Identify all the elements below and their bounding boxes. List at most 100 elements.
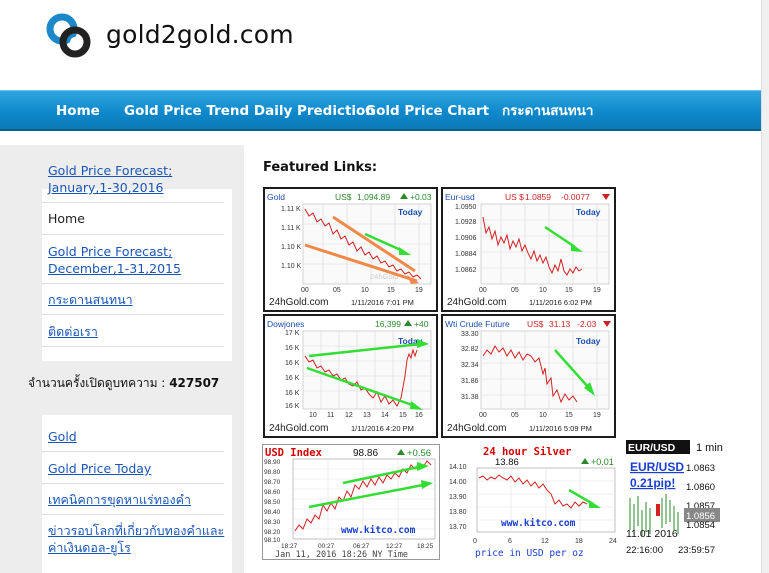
usdindex-xtick: 06:27 [353,543,370,550]
sidebar-link-gold-price-today[interactable]: Gold Price Today [48,461,152,476]
eurusd-date: 1/11/2016 6:02 PM [529,298,592,307]
fx-header: EUR/USD [628,442,676,454]
dow-xtick: 12 [345,412,353,419]
gold-ytick: 1.10 K [281,263,302,270]
oil-date: 1/11/2016 5:09 PM [529,424,592,433]
eurusd-currency: US $ [505,192,524,202]
eurusd-change: -0.0077 [561,192,590,202]
usdindex-xtick: 00:27 [318,543,335,550]
gold2gold-logo-icon[interactable] [45,12,95,62]
gold-up-arrow-icon [400,193,408,199]
view-counter-value: 427507 [169,376,220,390]
gold-watermark: 24hGold [370,272,398,281]
sidebar-link-gold[interactable]: Gold [48,429,77,444]
silver-change: +0.01 [591,457,614,467]
oil-currency: US$ [527,319,544,329]
sidebar-menu-box [42,189,232,361]
dow-up-arrow-icon [404,320,412,326]
oil-xtick: 05 [511,412,519,419]
sidebar-link-contact[interactable]: ติดต่อเรา [48,324,98,339]
sidebar-link-world-news[interactable]: ข่าวรอบโลกที่เกี่ยวกับทองคำและค่าเงินดอล… [48,523,225,555]
silver-chart-widget[interactable]: 24 hour Silver 13.86 +0.01 14.10 14.00 1… [443,444,621,570]
usdindex-site[interactable]: www.kitco.com [341,525,416,536]
gold-ytick: 1.11 K [281,225,301,232]
dow-price-line [304,348,418,407]
eurusd-xtick: 05 [511,287,519,294]
fx-header-bar [626,440,690,454]
gold-price-line [304,208,422,280]
nav-gold-price-trend[interactable]: Gold Price Trend Daily Prediction [124,103,375,119]
sidebar-link-forum[interactable]: กระดานสนทนา [48,292,133,307]
sidebar-link-home[interactable]: Home [48,211,85,226]
fx-pair-link[interactable]: EUR/USD [630,460,684,474]
sidebar-divider [42,202,224,203]
oil-ytick: 31.38 [461,394,479,401]
nav-home[interactable]: Home [56,103,100,119]
sidebar-link-gold-mining[interactable]: เทคนิคการขุดหาแร่ทองคำ [48,492,192,507]
gold-currency: US$ [335,192,352,202]
usdindex-price: 98.86 [353,448,378,459]
silver-ytick: 13.90 [449,494,467,501]
gold-source: 24hGold.com [269,297,328,308]
sidebar-divider [42,451,224,452]
silver-xtick: 12 [541,538,549,545]
oil-xtick: 10 [539,412,547,419]
eurusd-chart-widget[interactable]: Eur-usd US $ 1.0859 -0.0077 Today 1.0950… [441,187,616,312]
usdindex-xtick: 18:27 [281,543,298,550]
site-name[interactable]: gold2gold.com [106,20,294,49]
dow-ytick: 16 K [285,403,300,410]
usd-index-chart-widget[interactable]: USD Index 98.86 +0.56 98.90 98.80 98.70 … [262,444,440,560]
dow-source: 24hGold.com [269,423,328,434]
eurusd-ytick: 1.0862 [455,267,477,274]
silver-xtick: 0 [473,538,477,545]
eurusd-down-arrow-icon [602,194,610,200]
nav-gold-price-chart[interactable]: Gold Price Chart [365,103,490,119]
dow-ytick: 16 K [285,345,300,352]
silver-up-arrow-icon [581,458,589,464]
silver-site[interactable]: www.kitco.com [501,518,576,529]
view-counter: จำนวนครั้งเปิดดูบทความ : 427507 [28,374,219,393]
nav-forum[interactable]: กระดานสนทนา [502,103,594,119]
gold-change: +0.03 [410,192,432,202]
sidebar-link-forecast-january[interactable]: Gold Price Forecast; January,1-30,2016 [48,163,173,195]
dow-price: 16,399 [375,319,401,329]
gold-date: 1/11/2016 7:01 PM [351,298,414,307]
silver-xtick: 6 [508,538,512,545]
gold-name: Gold [267,192,285,202]
eurusd-ytick: 1.0906 [455,235,477,242]
main-nav: Home Gold Price Trend Daily Prediction G… [0,90,769,131]
silver-xtick: 24 [609,538,617,545]
dow-green-arrow [306,366,416,408]
fx-interval: 1 min [696,442,723,454]
crude-oil-chart-widget[interactable]: Wti Crude Future US$ 31.13 -2.03 Today 3… [441,314,616,438]
sidebar-links-box [42,415,232,573]
gold-xtick: 15 [387,287,395,294]
dow-xtick: 11 [327,412,334,419]
dowjones-chart-widget[interactable]: Dowjones 16,399 +40 Today 17 K 16 K 16 K… [263,314,438,438]
eurusd-forex-widget[interactable]: EUR/USD 1 min EUR/USD 0.21pip! 1.0863 1.… [622,438,769,573]
gold-ytick: 1.10 K [281,244,302,251]
usdindex-ytick: 98.50 [264,499,281,506]
silver-ytick: 14.10 [449,464,467,471]
dow-xtick: 10 [309,412,317,419]
dow-change: +40 [414,319,429,329]
view-counter-label: จำนวนครั้งเปิดดูบทความ : [28,376,166,390]
fx-time: 23:59:57 [678,545,715,556]
window-right-edge [761,0,769,573]
sidebar-link-forecast-december[interactable]: Gold Price Forecast; December,1-31,2015 [48,244,181,276]
oil-xtick: 15 [565,412,573,419]
gold-price: 1,094.89 [357,192,390,202]
sidebar-divider [42,283,224,284]
oil-down-arrow-icon [603,321,611,327]
usdindex-up-arrow-icon [397,449,405,455]
oil-green-arrow [554,349,590,389]
eurusd-ytick: 1.0928 [455,219,477,226]
silver-price-line [478,474,588,509]
dow-name: Dowjones [267,319,304,329]
oil-ytick: 31.86 [461,378,479,385]
sidebar-divider [42,234,224,235]
fx-date: 11.01 2016 [626,528,678,540]
gold-chart-widget[interactable]: Gold US$ 1,094.89 +0.03 Today 24hGold 1.… [263,187,438,312]
eurusd-name: Eur-usd [445,192,475,202]
fx-pip-link[interactable]: 0.21pip! [630,476,675,490]
